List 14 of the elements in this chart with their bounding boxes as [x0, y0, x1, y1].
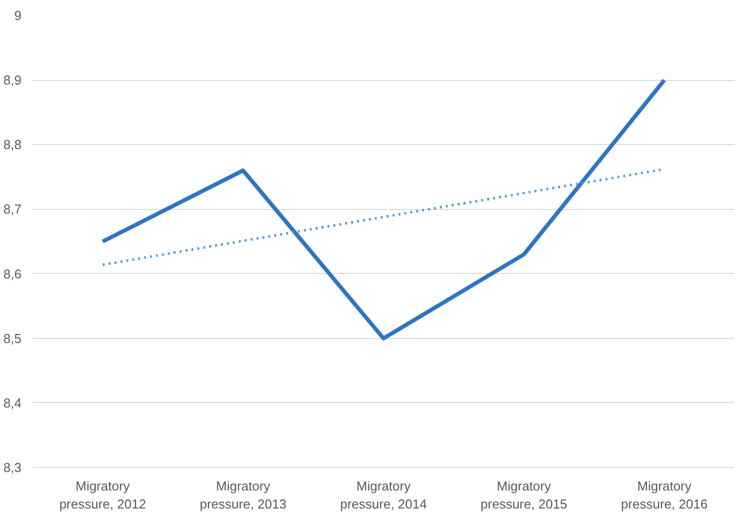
- x-tick-label: Migratory pressure, 2012: [59, 478, 146, 512]
- y-tick-label: 8,7: [3, 202, 22, 217]
- y-tick-label: 8,5: [3, 330, 22, 346]
- y-tick-label: 8,4: [3, 395, 22, 410]
- y-tick-label: 8,8: [3, 137, 22, 152]
- line-series: [100, 78, 666, 340]
- x-tick-label: Migratory pressure, 2016: [620, 478, 708, 512]
- x-tick-label: Migratory pressure, 2015: [480, 478, 568, 512]
- y-tick-label: 9: [14, 8, 22, 23]
- y-tick-label: 8,9: [3, 72, 22, 88]
- y-tick-label: 8,6: [3, 266, 22, 282]
- x-tick-label: Migratory pressure, 2014: [340, 478, 427, 512]
- y-tick-label: 8,3: [3, 460, 22, 475]
- x-tick-label: Migratory pressure, 2013: [200, 478, 286, 512]
